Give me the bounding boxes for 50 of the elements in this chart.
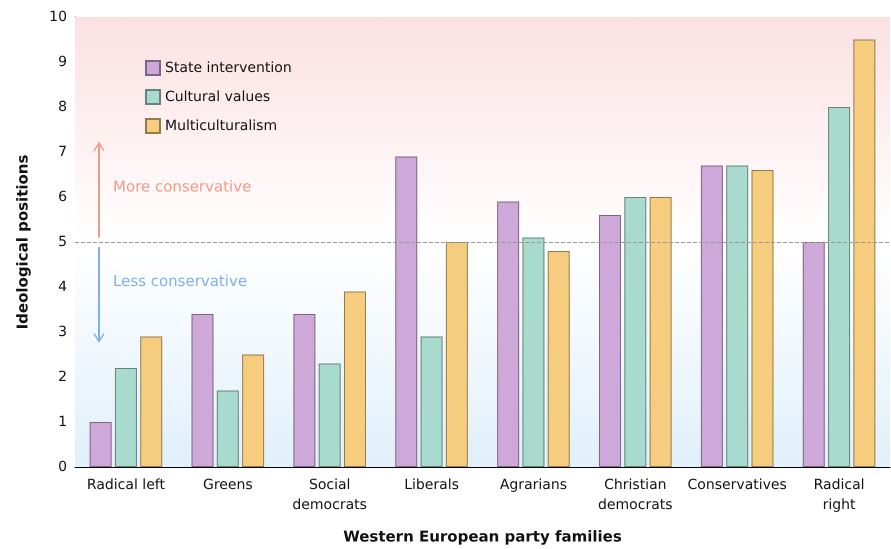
x-tick-label: Radical right — [814, 477, 865, 513]
y-tick-label: 7 — [58, 144, 67, 160]
y-tick-label: 5 — [58, 234, 67, 250]
bar — [497, 202, 520, 467]
bar — [726, 166, 748, 467]
bar — [700, 166, 723, 467]
bar — [140, 336, 162, 467]
annotation: More conservative — [113, 178, 252, 196]
bar — [420, 336, 443, 467]
x-tick-label: Radical left — [86, 477, 166, 493]
bar — [90, 422, 112, 467]
bar — [751, 170, 774, 467]
x-tick-label: Conservatives — [688, 477, 787, 493]
y-tick-label: 1 — [58, 414, 67, 430]
x-tick-label: Greens — [202, 477, 253, 493]
y-tick-label: 8 — [58, 99, 67, 115]
bar — [650, 197, 672, 467]
x-tick-label: Liberals — [404, 477, 459, 493]
annotation: Less conservative — [113, 272, 248, 290]
bar — [318, 364, 341, 467]
bar — [853, 40, 876, 467]
x-tick-label: Christian democrats — [598, 477, 673, 513]
bar — [548, 251, 570, 467]
bar — [114, 368, 137, 467]
bar — [446, 242, 468, 467]
x-tick-label: Social democrats — [292, 477, 367, 513]
y-axis-title: Ideological positions — [14, 154, 32, 330]
bar — [395, 156, 418, 467]
y-tick-label: 4 — [58, 279, 68, 295]
bar — [624, 197, 646, 467]
bar — [599, 215, 622, 467]
bar — [192, 314, 214, 467]
bar — [216, 390, 239, 467]
legend-label: Multiculturalism — [165, 118, 278, 134]
x-axis-title: Western European party families — [343, 528, 622, 546]
y-tick-label: 6 — [58, 189, 68, 205]
bar — [344, 292, 366, 467]
y-tick-label: 3 — [58, 324, 67, 340]
bar — [293, 314, 316, 467]
y-tick-label: 2 — [58, 369, 67, 385]
y-tick-label: 0 — [58, 459, 67, 475]
bar — [522, 238, 544, 467]
legend-label: State intervention — [165, 60, 292, 76]
bar — [242, 354, 264, 467]
bar — [828, 107, 850, 467]
y-tick-label: 10 — [49, 9, 67, 25]
x-tick-label: Agrarians — [500, 477, 568, 493]
y-tick-label: 9 — [58, 54, 67, 70]
bar — [802, 242, 825, 467]
legend-label: Cultural values — [165, 89, 270, 105]
